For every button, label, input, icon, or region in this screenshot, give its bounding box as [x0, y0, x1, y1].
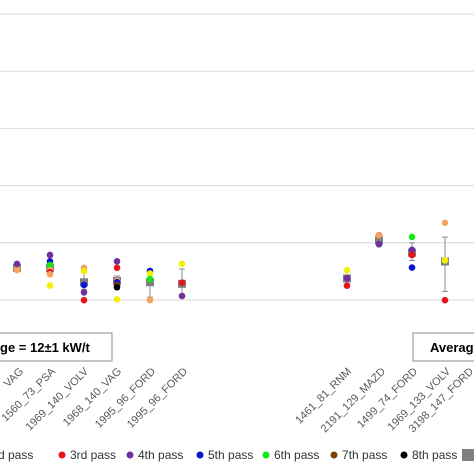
- data-point: [46, 251, 54, 259]
- data-point: [178, 292, 186, 300]
- data-point: [80, 296, 88, 304]
- data-point: [408, 264, 416, 271]
- data-point: [80, 289, 88, 296]
- data-point: [146, 275, 154, 283]
- legend-label: 8th pass: [412, 448, 457, 462]
- data-point: [80, 267, 88, 275]
- x-tick-label: 1499_74_FORD: [355, 366, 420, 431]
- legend-marker: [58, 451, 66, 459]
- data-point: [46, 270, 54, 278]
- annotation-right-text: Averag: [430, 340, 474, 355]
- legend-marker: [262, 451, 270, 459]
- data-point: [13, 260, 21, 268]
- legend-marker: [196, 451, 204, 459]
- legend-label: 4th pass: [138, 448, 183, 462]
- legend-marker: [126, 451, 134, 459]
- data-point: [13, 266, 21, 274]
- x-tick-label: VAG: [2, 366, 26, 390]
- legend-marker: [400, 451, 408, 459]
- legend-label: 7th pass: [342, 448, 387, 462]
- data-point: [343, 282, 351, 290]
- data-point: [375, 240, 383, 248]
- annotation-box-right: Averag: [412, 332, 474, 362]
- data-point: [178, 260, 186, 268]
- average-marker: [375, 236, 383, 245]
- data-point: [113, 257, 121, 265]
- annotation-box-left: ge = 12±1 kW/t: [0, 332, 113, 362]
- data-point: [146, 270, 154, 277]
- annotation-box-right-frame: [412, 332, 474, 362]
- legend-label: 5th pass: [208, 448, 253, 462]
- data-point: [46, 282, 54, 289]
- legend-marker: [330, 451, 338, 459]
- data-point: [178, 279, 186, 286]
- legend: d pass 3rd pass 4th pass 5th pass 6th pass 7t…: [0, 448, 474, 462]
- data-point: [343, 274, 351, 282]
- data-point: [113, 296, 121, 303]
- data-point: [46, 261, 54, 269]
- legend-label: d pass: [0, 448, 33, 462]
- gridlines: [0, 13, 474, 301]
- data-point: [146, 296, 154, 304]
- legend-marker: [462, 449, 474, 461]
- legend-label: 6th pass: [274, 448, 319, 462]
- data-point: [113, 264, 121, 272]
- data-point: [441, 219, 449, 227]
- average-markers: [13, 236, 449, 288]
- x-tick-labels: VAG1560_73_PSA1969_140_VOLV1968_140_VAG1…: [0, 365, 474, 435]
- x-tick-label: 1968_140_VAG: [61, 366, 124, 429]
- x-tick-label: 1461_81_RNM: [293, 366, 354, 427]
- x-tick-label: 1995_96_FORD: [125, 366, 190, 431]
- annotation-box-left-frame: [0, 332, 113, 362]
- annotation-left-text: ge = 12±1 kW/t: [0, 340, 91, 355]
- data-point: [375, 232, 383, 239]
- data-points: [13, 219, 449, 304]
- data-point: [441, 296, 449, 304]
- data-point: [80, 281, 88, 289]
- data-point: [343, 266, 351, 274]
- error-bars: [47, 236, 448, 298]
- legend-label: 3rd pass: [70, 448, 116, 462]
- data-point: [408, 233, 416, 241]
- data-point: [408, 251, 416, 259]
- data-point: [113, 283, 121, 291]
- data-point: [441, 257, 449, 264]
- data-point: [408, 246, 416, 254]
